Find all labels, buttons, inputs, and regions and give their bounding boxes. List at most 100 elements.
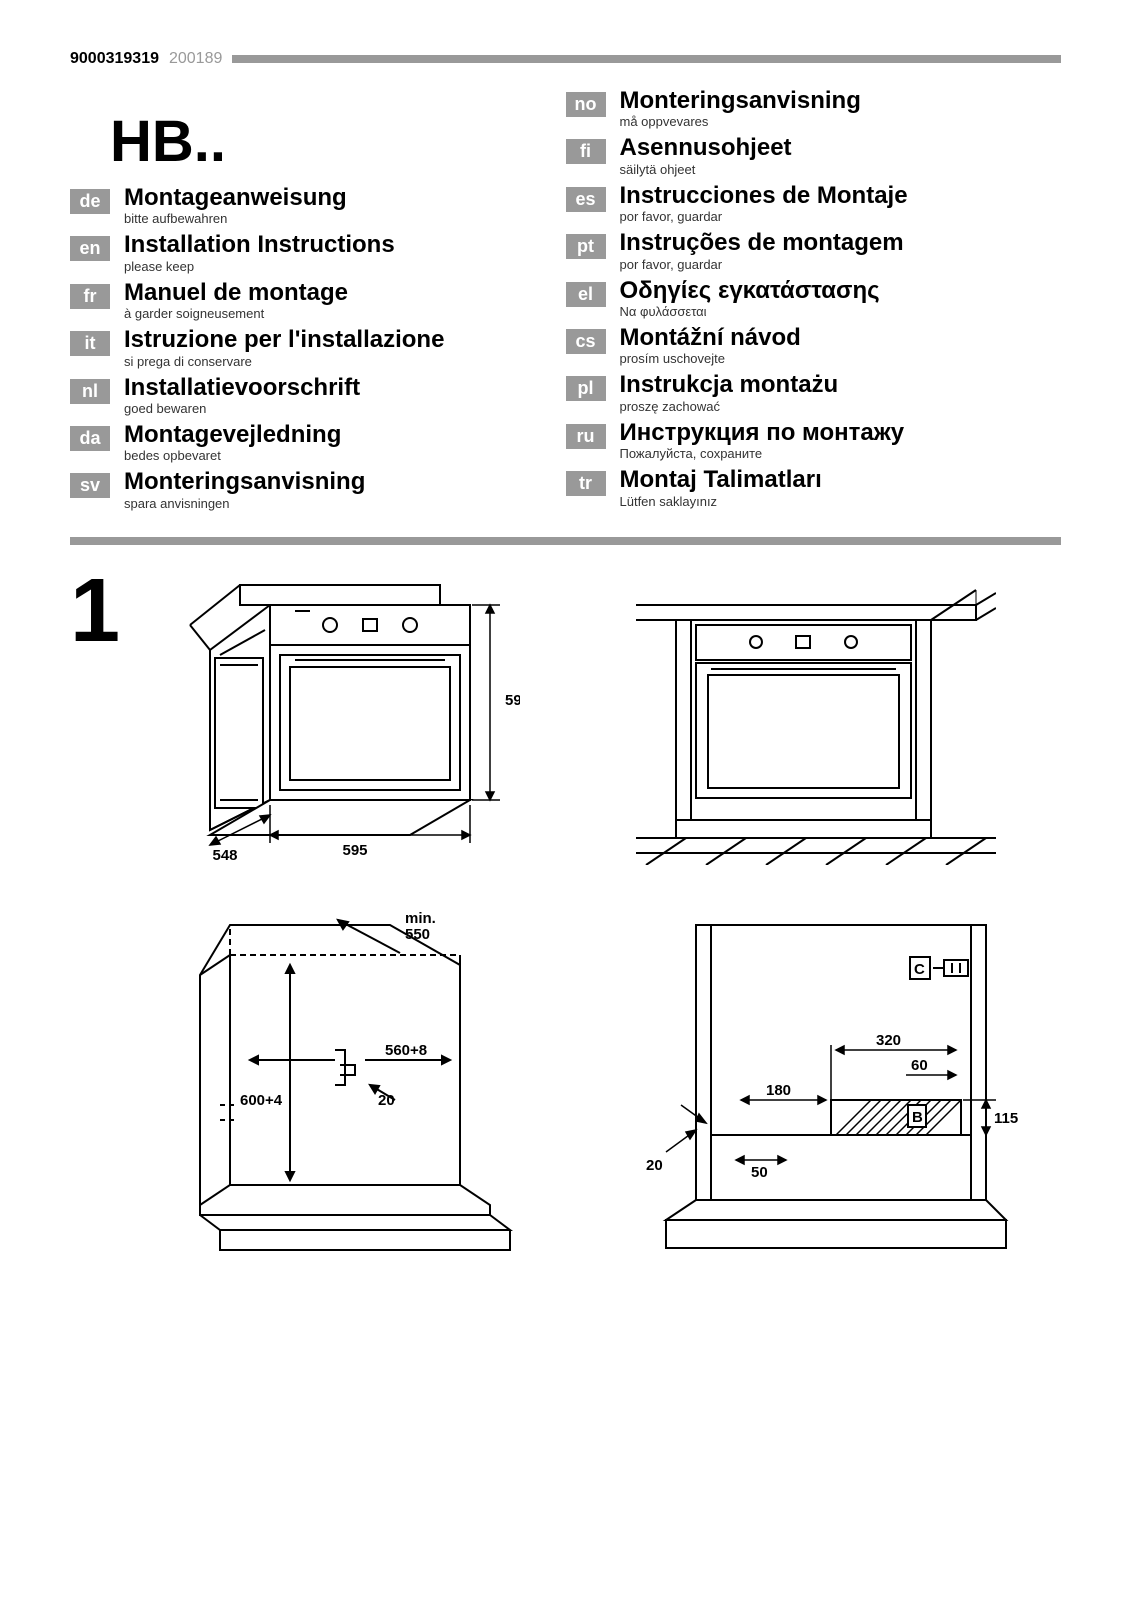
diagram-electrical-box: C B <box>636 905 1062 1265</box>
language-code-tag: de <box>70 189 110 214</box>
language-code-tag: fr <box>70 284 110 309</box>
language-code-tag: no <box>566 92 606 117</box>
language-title: Montageanweisung <box>124 185 347 211</box>
language-row: en Installation Instructionsplease keep <box>70 232 566 273</box>
language-title: Instrukcja montażu <box>620 372 839 398</box>
language-text: Instrucciones de Montajepor favor, guard… <box>620 183 908 224</box>
language-title: Monteringsanvisning <box>124 469 365 495</box>
diagram-cabinet-cutout: min. 550 560+8 600+4 20 <box>160 905 586 1265</box>
model-title: HB.. <box>110 108 566 175</box>
language-row: fi Asennusohjeetsäilytä ohjeet <box>566 135 1062 176</box>
language-code-tag: pl <box>566 376 606 401</box>
dim-550: 550 <box>405 926 430 943</box>
language-subtitle: si prega di conservare <box>124 354 444 369</box>
language-text: Monteringsanvisningmå oppvevares <box>620 88 861 129</box>
language-row: de Montageanweisungbitte aufbewahren <box>70 185 566 226</box>
language-title: Instrucciones de Montaje <box>620 183 908 209</box>
language-text: Installation Instructionsplease keep <box>124 232 395 273</box>
language-row: pt Instruções de montagempor favor, guard… <box>566 230 1062 271</box>
language-subtitle: por favor, guardar <box>620 257 904 272</box>
dim-20-b: 20 <box>646 1157 663 1174</box>
language-row: da Montagevejledningbedes opbevaret <box>70 422 566 463</box>
dim-50: 50 <box>751 1164 768 1181</box>
language-title: Installation Instructions <box>124 232 395 258</box>
language-code-tag: es <box>566 187 606 212</box>
language-code-tag: cs <box>566 329 606 354</box>
language-code-tag: el <box>566 282 606 307</box>
language-code-tag: it <box>70 331 110 356</box>
language-row: cs Montážní návodprosím uschovejte <box>566 325 1062 366</box>
dim-548: 548 <box>212 847 237 864</box>
tag-c: C <box>914 961 925 978</box>
dim-180: 180 <box>766 1082 791 1099</box>
language-title: Installatievoorschrift <box>124 375 360 401</box>
language-text: Montaj TalimatlarıLütfen saklayınız <box>620 467 822 508</box>
dim-595-w: 595 <box>342 842 367 859</box>
doc-id-light: 200189 <box>169 50 222 68</box>
language-code-tag: pt <box>566 234 606 259</box>
language-row: pl Instrukcja montażuproszę zachować <box>566 372 1062 413</box>
language-text: Montageanweisungbitte aufbewahren <box>124 185 347 226</box>
language-text: Manuel de montageà garder soigneusement <box>124 280 348 321</box>
step-number: 1 <box>70 575 130 1265</box>
language-subtitle: spara anvisningen <box>124 496 365 511</box>
language-text: Οδηγίες εγκατάστασηςΝα φυλάσσεται <box>620 278 880 319</box>
language-code-tag: ru <box>566 424 606 449</box>
language-title: Montagevejledning <box>124 422 341 448</box>
dim-595-h: 595 <box>505 692 520 709</box>
language-text: Monteringsanvisningspara anvisningen <box>124 469 365 510</box>
language-subtitle: Пожалуйста, сохраните <box>620 446 905 461</box>
language-title: Istruzione per l'installazione <box>124 327 444 353</box>
language-column-right: no Monteringsanvisningmå oppvevares fi Asen… <box>566 88 1062 517</box>
dim-600: 600+4 <box>240 1092 283 1109</box>
section-divider <box>70 537 1061 545</box>
diagram-section: 1 <box>70 575 1061 1265</box>
language-subtitle: Lütfen saklayınız <box>620 494 822 509</box>
diagram-installed-view <box>636 575 1062 865</box>
language-subtitle: bitte aufbewahren <box>124 211 347 226</box>
label-min: min. <box>405 910 436 927</box>
language-text: Instrukcja montażuproszę zachować <box>620 372 839 413</box>
language-text: Asennusohjeetsäilytä ohjeet <box>620 135 792 176</box>
language-code-tag: da <box>70 426 110 451</box>
language-code-tag: sv <box>70 473 110 498</box>
language-text: Istruzione per l'installazionesi prega d… <box>124 327 444 368</box>
language-title: Asennusohjeet <box>620 135 792 161</box>
language-text: Montážní návodprosím uschovejte <box>620 325 801 366</box>
language-code-tag: en <box>70 236 110 261</box>
doc-id-bold: 9000319319 <box>70 50 159 68</box>
language-subtitle: säilytä ohjeet <box>620 162 792 177</box>
dim-60: 60 <box>911 1057 928 1074</box>
language-row: sv Monteringsanvisningspara anvisningen <box>70 469 566 510</box>
language-subtitle: à garder soigneusement <box>124 306 348 321</box>
language-text: Инструкция по монтажуПожалуйста, сохрани… <box>620 420 905 461</box>
language-code-tag: fi <box>566 139 606 164</box>
language-subtitle: goed bewaren <box>124 401 360 416</box>
tag-b: B <box>912 1109 923 1126</box>
dim-115: 115 <box>994 1110 1018 1127</box>
language-title: Montaj Talimatları <box>620 467 822 493</box>
language-row: fr Manuel de montageà garder soigneusemen… <box>70 280 566 321</box>
dim-320: 320 <box>876 1032 901 1049</box>
language-row: ru Инструкция по монтажуПожалуйста, сохра… <box>566 420 1062 461</box>
language-title: Инструкция по монтажу <box>620 420 905 446</box>
language-text: Montagevejledningbedes opbevaret <box>124 422 341 463</box>
language-title: Montážní návod <box>620 325 801 351</box>
language-row: el Οδηγίες εγκατάστασηςΝα φυλάσσεται <box>566 278 1062 319</box>
language-code-tag: tr <box>566 471 606 496</box>
language-row: nl Installatievoorschriftgoed bewaren <box>70 375 566 416</box>
language-grid: HB.. de Montageanweisungbitte aufbewahren… <box>70 88 1061 517</box>
diagram-grid: 595 595 548 <box>160 575 1061 1265</box>
dim-560: 560+8 <box>385 1042 427 1059</box>
language-code-tag: nl <box>70 379 110 404</box>
header-bar: 9000319319 200189 <box>70 50 1061 68</box>
language-text: Instruções de montagempor favor, guardar <box>620 230 904 271</box>
header-line <box>232 55 1061 63</box>
language-row: no Monteringsanvisningmå oppvevares <box>566 88 1062 129</box>
language-subtitle: bedes opbevaret <box>124 448 341 463</box>
language-column-left: HB.. de Montageanweisungbitte aufbewahren… <box>70 88 566 517</box>
language-title: Manuel de montage <box>124 280 348 306</box>
language-subtitle: Να φυλάσσεται <box>620 304 880 319</box>
language-title: Instruções de montagem <box>620 230 904 256</box>
language-row: tr Montaj TalimatlarıLütfen saklayınız <box>566 467 1062 508</box>
